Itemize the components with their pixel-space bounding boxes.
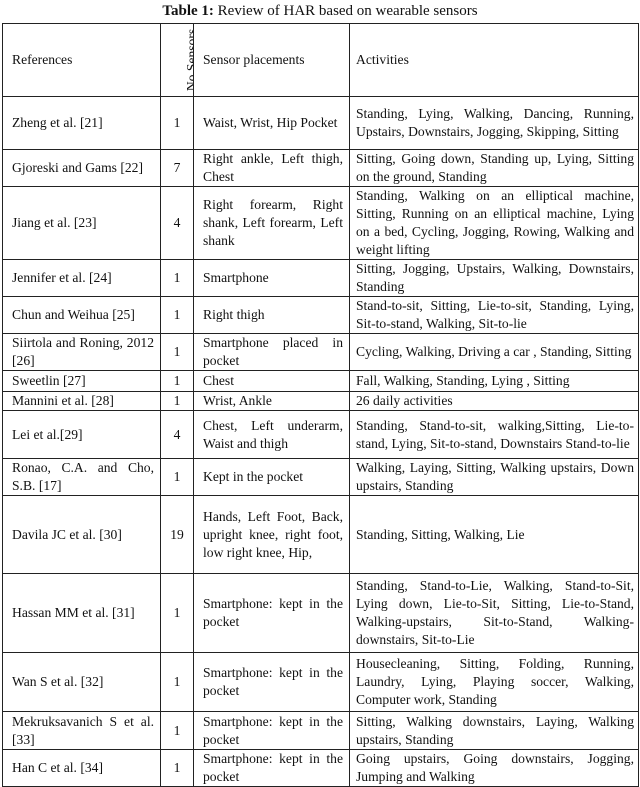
table-caption: Table 1: Review of HAR based on wearable… xyxy=(0,0,640,22)
activities-cell: Sitting, Jogging, Upstairs, Walking, Dow… xyxy=(349,259,639,297)
header-references: References xyxy=(2,23,161,97)
sensor-count-cell: 1 xyxy=(160,96,194,150)
table-row: Siirtola and Roning, 2012 [26] 1 Smartphon… xyxy=(2,333,639,371)
activities-cell: Standing, Sitting, Walking, Lie xyxy=(349,495,639,574)
table-row: Davila JC et al. [30] 19 Hands, Left Foot,… xyxy=(2,495,639,574)
sensor-count-cell: 1 xyxy=(160,573,194,653)
table-row: Han C et al. [34] 1 Smartphone: kept in th… xyxy=(2,749,639,787)
activities-cell: Fall, Walking, Standing, Lying , Sitting xyxy=(349,370,639,392)
sensor-count-cell: 1 xyxy=(160,370,194,392)
sensor-placement-cell: Smartphone: kept in the pocket xyxy=(193,652,350,712)
sensor-placement-cell: Right ankle, Left thigh, Chest xyxy=(193,149,350,187)
activities-cell: Stand-to-sit, Sitting, Lie-to-sit, Stand… xyxy=(349,296,639,334)
reference-cell: Ronao, C.A. and Cho, S.B. [17] xyxy=(2,458,161,496)
table-row: Lei et al.[29] 4 Chest, Left underarm, Wai… xyxy=(2,410,639,459)
sensor-placement-cell: Smartphone: kept in the pocket xyxy=(193,749,350,787)
activities-cell: Walking, Laying, Sitting, Walking upstai… xyxy=(349,458,639,496)
reference-cell: Lei et al.[29] xyxy=(2,410,161,459)
table-row: Chun and Weihua [25] 1 Right thigh Stand-to… xyxy=(2,296,639,334)
activities-cell: 26 daily activities xyxy=(349,391,639,411)
sensor-count-cell: 1 xyxy=(160,711,194,750)
reference-cell: Jennifer et al. [24] xyxy=(2,259,161,297)
table-row: Zheng et al. [21] 1 Waist, Wrist, Hip Pock… xyxy=(2,96,639,150)
header-no-sensors-label: No.Sensors xyxy=(184,28,194,92)
reference-cell: Sweetlin [27] xyxy=(2,370,161,392)
har-review-table: References No.Sensors Sensor placements … xyxy=(2,23,639,787)
activities-cell: Standing, Lying, Walking, Dancing, Runni… xyxy=(349,96,639,150)
table-row: Jiang et al. [23] 4 Right forearm, Right s… xyxy=(2,186,639,260)
header-row: References No.Sensors Sensor placements … xyxy=(2,23,639,97)
sensor-count-cell: 1 xyxy=(160,749,194,787)
sensor-placement-cell: Right forearm, Right shank, Left forearm… xyxy=(193,186,350,260)
reference-cell: Jiang et al. [23] xyxy=(2,186,161,260)
reference-cell: Davila JC et al. [30] xyxy=(2,495,161,574)
sensor-placement-cell: Waist, Wrist, Hip Pocket xyxy=(193,96,350,150)
reference-cell: Wan S et al. [32] xyxy=(2,652,161,712)
table-row: Jennifer et al. [24] 1 Smartphone Sitting, … xyxy=(2,259,639,297)
sensor-count-cell: 7 xyxy=(160,149,194,187)
reference-cell: Chun and Weihua [25] xyxy=(2,296,161,334)
sensor-placement-cell: Smartphone placed in pocket xyxy=(193,333,350,371)
caption-text: Review of HAR based on wearable sensors xyxy=(217,3,478,19)
sensor-placement-cell: Smartphone xyxy=(193,259,350,297)
table-row: Wan S et al. [32] 1 Smartphone: kept in th… xyxy=(2,652,639,712)
sensor-count-cell: 19 xyxy=(160,495,194,574)
sensor-placement-cell: Chest xyxy=(193,370,350,392)
table-row: Ronao, C.A. and Cho, S.B. [17] 1 Kept in t… xyxy=(2,458,639,496)
header-sensor-placements: Sensor placements xyxy=(193,23,350,97)
sensor-count-cell: 1 xyxy=(160,391,194,411)
sensor-placement-cell: Smartphone: kept in the pocket xyxy=(193,573,350,653)
sensor-count-cell: 1 xyxy=(160,296,194,334)
table-row: Hassan MM et al. [31] 1 Smartphone: kept i… xyxy=(2,573,639,653)
activities-cell: Housecleaning, Sitting, Folding, Running… xyxy=(349,652,639,712)
reference-cell: Mannini et al. [28] xyxy=(2,391,161,411)
table-row: Sweetlin [27] 1 Chest Fall, Walking, Standi… xyxy=(2,370,639,392)
activities-cell: Going upstairs, Going downstairs, Joggin… xyxy=(349,749,639,787)
sensor-placement-cell: Right thigh xyxy=(193,296,350,334)
sensor-placement-cell: Wrist, Ankle xyxy=(193,391,350,411)
reference-cell: Mekruksavanich S et al. [33] xyxy=(2,711,161,750)
activities-cell: Standing, Stand-to-Lie, Walking, Stand-t… xyxy=(349,573,639,653)
reference-cell: Han C et al. [34] xyxy=(2,749,161,787)
activities-cell: Cycling, Walking, Driving a car , Standi… xyxy=(349,333,639,371)
header-no-sensors: No.Sensors xyxy=(160,23,194,97)
sensor-placement-cell: Hands, Left Foot, Back, upright knee, ri… xyxy=(193,495,350,574)
table-row: Mekruksavanich S et al. [33] 1 Smartphone:… xyxy=(2,711,639,750)
reference-cell: Gjoreski and Gams [22] xyxy=(2,149,161,187)
activities-cell: Sitting, Going down, Standing up, Lying,… xyxy=(349,149,639,187)
header-activities: Activities xyxy=(349,23,639,97)
sensor-count-cell: 4 xyxy=(160,186,194,260)
activities-cell: Standing, Stand-to-sit, walking,Sitting,… xyxy=(349,410,639,459)
activities-cell: Sitting, Walking downstairs, Laying, Wal… xyxy=(349,711,639,750)
reference-cell: Hassan MM et al. [31] xyxy=(2,573,161,653)
caption-label: Table 1: xyxy=(162,3,214,19)
activities-cell: Standing, Walking on an elliptical machi… xyxy=(349,186,639,260)
reference-cell: Zheng et al. [21] xyxy=(2,96,161,150)
sensor-count-cell: 4 xyxy=(160,410,194,459)
sensor-count-cell: 1 xyxy=(160,259,194,297)
sensor-count-cell: 1 xyxy=(160,333,194,371)
table-row: Gjoreski and Gams [22] 7 Right ankle, Left… xyxy=(2,149,639,187)
sensor-placement-cell: Chest, Left underarm, Waist and thigh xyxy=(193,410,350,459)
reference-cell: Siirtola and Roning, 2012 [26] xyxy=(2,333,161,371)
sensor-count-cell: 1 xyxy=(160,652,194,712)
sensor-count-cell: 1 xyxy=(160,458,194,496)
table-row: Mannini et al. [28] 1 Wrist, Ankle 26 daily… xyxy=(2,391,639,411)
sensor-placement-cell: Kept in the pocket xyxy=(193,458,350,496)
sensor-placement-cell: Smartphone: kept in the pocket xyxy=(193,711,350,750)
